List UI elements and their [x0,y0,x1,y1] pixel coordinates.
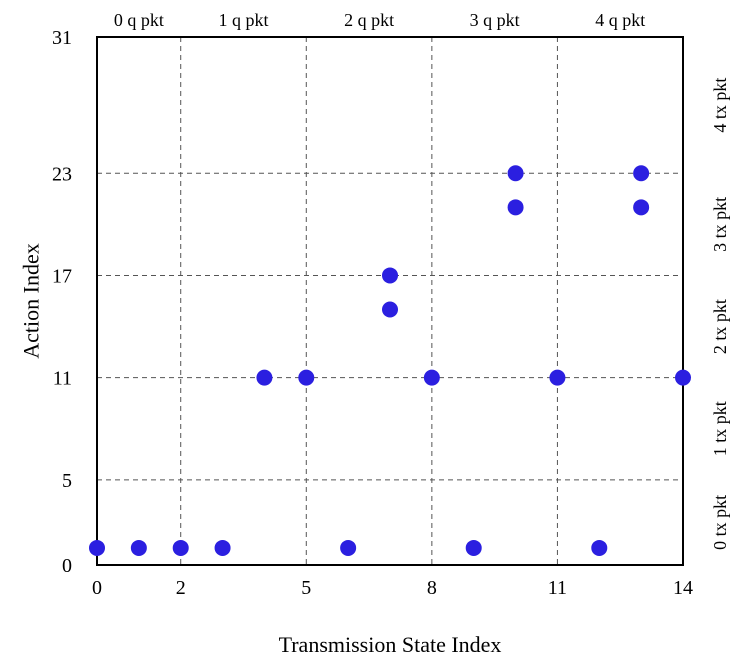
queue-group-label: 0 q pkt [114,10,164,30]
data-point [382,301,398,318]
x-tick-label: 0 [92,577,102,599]
data-point [549,369,566,386]
transmit-group-label: 4 tx pkt [710,78,730,133]
data-point [423,369,440,386]
x-tick-label: 11 [548,577,567,599]
queue-group-label: 4 q pkt [595,10,645,30]
data-point [214,539,231,556]
plot-frame [96,36,684,566]
y-axis-title: Action Index [19,243,44,358]
data-point [633,165,650,182]
data-point [633,199,650,216]
x-tick-label: 8 [427,577,437,599]
data-points [89,165,691,556]
y-tick-label: 23 [52,163,72,185]
data-point [465,539,482,556]
y-tick-label: 31 [52,27,72,49]
data-point [591,539,608,556]
data-point [172,539,189,556]
queue-group-label: 3 q pkt [470,10,520,30]
data-point [340,539,357,556]
transmit-group-label: 2 tx pkt [710,299,730,354]
data-point [382,267,398,284]
y-tick-label: 0 [62,555,72,577]
y-tick-label: 17 [52,265,72,287]
transmit-group-label: 0 tx pkt [710,495,730,550]
grid-lines [97,37,683,565]
transmit-group-label: 3 tx pkt [710,197,730,252]
data-point [130,539,147,556]
x-tick-label: 2 [176,577,186,599]
queue-group-label: 2 q pkt [344,10,394,30]
data-point [256,369,273,386]
data-point [298,369,315,386]
transmit-group-label: 1 tx pkt [710,401,730,456]
tick-labels: 0 2 5 8 11 14 0 5 11 17 23 31 [52,27,693,599]
data-point [89,539,105,556]
group-labels: 0 q pkt 1 q pkt 2 q pkt 3 q pkt 4 q pkt 0 tx … [114,10,730,550]
data-point [675,369,691,386]
data-point [507,165,524,182]
x-tick-label: 14 [673,577,693,599]
x-axis-title: Transmission State Index [279,632,502,657]
queue-group-label: 1 q pkt [218,10,268,30]
y-tick-label: 5 [62,470,72,492]
data-point [507,199,524,216]
x-tick-label: 5 [301,577,311,599]
y-tick-label: 11 [53,368,72,390]
